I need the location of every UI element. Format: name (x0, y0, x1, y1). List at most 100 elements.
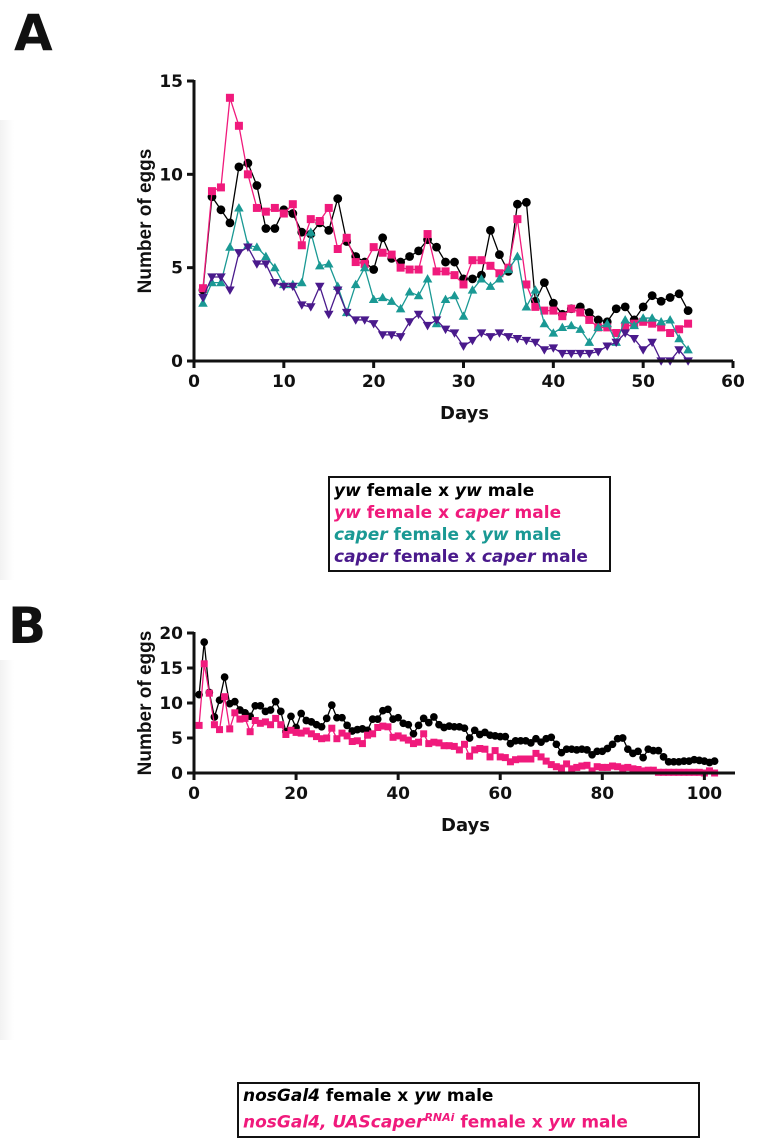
legend-text: male (508, 525, 562, 545)
data-point-square (210, 721, 218, 729)
data-point-circle (220, 673, 229, 681)
legend-entry: caper female x caper male (334, 546, 605, 568)
data-point-square (379, 722, 387, 730)
data-point-square (459, 280, 468, 289)
data-point-square (396, 263, 405, 272)
data-point-square (495, 269, 504, 278)
data-point-square (540, 306, 549, 315)
data-point-square (205, 689, 213, 697)
data-point-square (568, 765, 576, 773)
data-point-circle (450, 257, 459, 267)
data-point-triangle (539, 318, 550, 328)
data-point-triangle-down (467, 336, 478, 346)
data-point-square (364, 731, 372, 739)
data-point-triangle (252, 242, 262, 251)
legend-text: female x (360, 481, 455, 501)
data-point-triangle (503, 264, 514, 274)
data-point-circle (659, 753, 668, 761)
data-point-circle (419, 714, 428, 723)
data-point-square (272, 714, 280, 722)
data-point-triangle (359, 262, 370, 272)
data-point-square (666, 329, 675, 337)
data-point-circle (638, 302, 648, 312)
data-point-square (461, 740, 468, 748)
data-point-triangle-down (216, 273, 226, 282)
data-point-circle (639, 753, 647, 762)
data-point-triangle (467, 285, 478, 294)
data-point-triangle (297, 277, 307, 287)
data-point-square (399, 734, 407, 742)
data-point-square (288, 200, 297, 209)
data-point-circle (404, 720, 413, 729)
data-point-square (624, 763, 632, 771)
data-point-square (282, 731, 290, 738)
data-point-square (394, 732, 402, 740)
data-point-circle (460, 724, 469, 733)
x-tick-label: 20 (284, 784, 308, 804)
data-point-square (302, 727, 310, 735)
data-point-triangle-down (314, 282, 325, 292)
data-point-square (195, 721, 203, 729)
data-point-circle (501, 732, 510, 741)
data-point-triangle (314, 261, 325, 270)
data-point-circle (495, 250, 504, 259)
series-1 (195, 660, 719, 777)
data-point-triangle-down (431, 316, 442, 325)
data-point-square (333, 735, 341, 743)
data-point-triangle-down (521, 336, 532, 346)
data-point-circle (256, 701, 265, 710)
data-point-square (207, 187, 216, 196)
data-point-square (657, 323, 666, 332)
data-point-circle (369, 265, 379, 274)
data-point-circle (468, 274, 477, 284)
data-point-triangle-down (243, 243, 253, 252)
data-point-circle (583, 746, 591, 754)
legend-entry: caper female x yw male (334, 524, 605, 546)
data-point-circle (441, 257, 450, 267)
data-point-square (307, 730, 315, 738)
data-point-square (277, 721, 285, 729)
x-tick-label: 60 (488, 784, 512, 804)
data-point-square (369, 730, 377, 738)
legend-b: nosGal4 female x yw male nosGal4, UAScape… (237, 1082, 700, 1138)
data-point-square (558, 312, 567, 321)
data-point-circle (270, 224, 280, 233)
data-point-square (358, 740, 366, 748)
data-point-square (537, 753, 545, 761)
data-point-square (445, 742, 453, 750)
x-tick-label: 40 (386, 784, 410, 804)
data-point-square (216, 726, 224, 734)
data-point-triangle-down (422, 321, 433, 331)
data-point-circle (539, 278, 549, 287)
data-point-circle (373, 715, 382, 723)
y-tick-label: 0 (171, 764, 183, 784)
legend-entry: yw female x yw male (334, 480, 605, 502)
data-point-square (496, 753, 504, 761)
data-point-circle (297, 709, 306, 718)
data-point-triangle-down (341, 308, 352, 318)
data-point-circle (324, 225, 334, 235)
legend-text: female x (387, 525, 482, 545)
data-point-circle (338, 713, 346, 722)
legend-text: caper (334, 525, 388, 545)
y-tick-label: 10 (159, 694, 183, 714)
data-point-square (517, 755, 525, 763)
data-point-triangle (198, 298, 208, 307)
data-point-triangle (404, 287, 415, 296)
data-point-square (415, 738, 423, 746)
data-point-square (557, 764, 565, 772)
data-point-triangle-down (323, 310, 334, 320)
data-point-triangle-down (305, 303, 316, 312)
data-point-square (576, 308, 585, 317)
data-point-circle (486, 225, 495, 235)
data-point-circle (521, 197, 531, 207)
data-point-triangle-down (332, 286, 343, 295)
data-point-circle (266, 706, 275, 714)
data-point-square (312, 733, 320, 741)
data-point-triangle (350, 279, 361, 289)
legend-text: yw (334, 481, 361, 501)
legend-text: caper (481, 547, 536, 567)
data-point-triangle-down (503, 333, 514, 342)
data-point-square (409, 740, 417, 748)
data-point-square (374, 724, 382, 731)
